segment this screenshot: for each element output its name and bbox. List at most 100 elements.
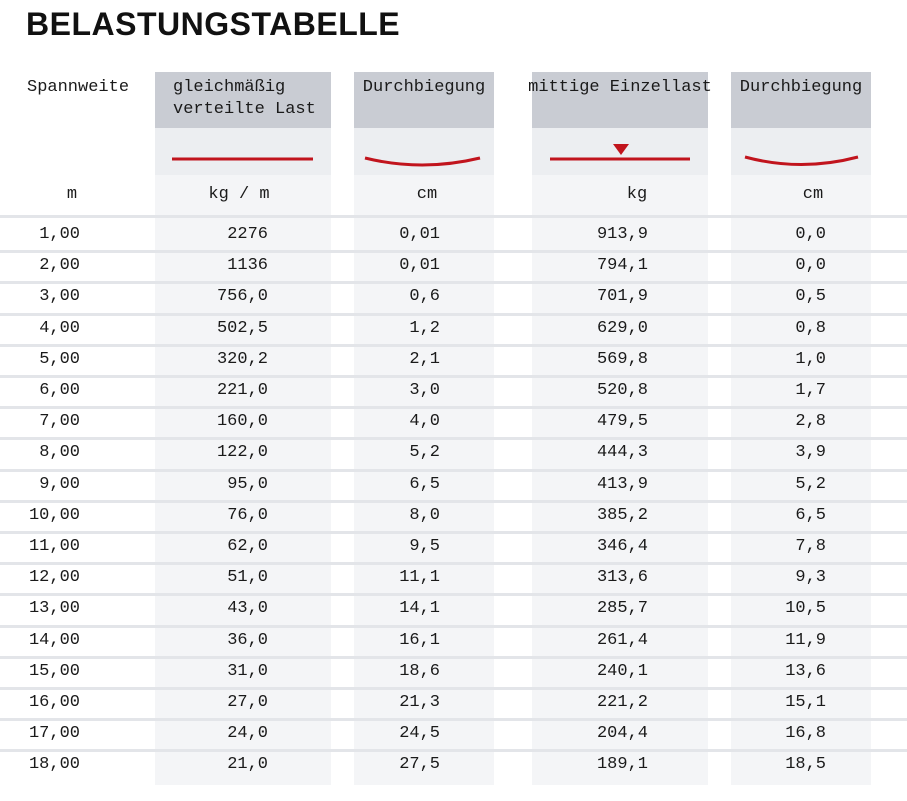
table-cell: 14,00 [28, 630, 80, 650]
table-cell: 4,00 [39, 318, 80, 338]
table-cell: 221,0 [216, 381, 268, 400]
table-cell: 0,6 [409, 287, 440, 307]
table-cell: 31,0 [227, 661, 268, 681]
column-header: verteilte Last [173, 100, 316, 119]
table-cell: 2276 [227, 225, 268, 244]
table-cell: 9,3 [795, 568, 826, 588]
icon-cell [532, 128, 708, 175]
table-cell: 7,00 [39, 412, 80, 432]
column-header: Spannweite [27, 78, 130, 97]
table-cell: 3,9 [795, 443, 826, 463]
table-cell: 13,00 [28, 599, 80, 619]
table-cell: 5,2 [409, 443, 440, 463]
table-cell: 261,4 [596, 630, 648, 650]
column-background [532, 175, 708, 785]
table-cell: 502,5 [216, 318, 268, 338]
table-cell: 12,00 [28, 568, 80, 588]
column-background [354, 175, 494, 785]
table-cell: 240,1 [596, 661, 648, 681]
header-cell [532, 72, 708, 128]
icon-cell [155, 128, 331, 175]
table-cell: 7,8 [795, 537, 826, 556]
table-cell: 10,5 [785, 599, 826, 619]
table-cell: 16,00 [28, 693, 80, 712]
table-cell: 13,6 [785, 661, 826, 681]
row-separator [0, 468, 907, 472]
table-cell: 346,4 [596, 537, 648, 556]
header-cell [155, 72, 331, 128]
table-cell: 17,00 [28, 724, 80, 744]
table-cell: 11,9 [785, 630, 826, 650]
table-cell: 189,1 [596, 755, 648, 775]
table-cell: 95,0 [227, 474, 268, 494]
table-cell: 43,0 [227, 599, 268, 619]
table-cell: 5,2 [795, 474, 826, 494]
table-cell: 0,01 [399, 256, 440, 276]
column-header: Durchbiegung [362, 78, 486, 97]
row-separator [0, 749, 907, 753]
table-cell: 1,7 [795, 381, 826, 400]
row-separator [0, 624, 907, 628]
table-cell: 11,00 [28, 537, 80, 556]
table-cell: 9,5 [409, 537, 440, 556]
row-separator [0, 250, 907, 254]
table-cell: 51,0 [227, 568, 268, 588]
table-cell: 27,5 [399, 755, 440, 775]
unit-label: cm [416, 185, 438, 204]
table-cell: 8,00 [39, 443, 80, 463]
table-cell: 160,0 [216, 412, 268, 432]
table-cell: 15,00 [28, 661, 80, 681]
table-cell: 3,0 [409, 381, 440, 400]
row-separator [0, 531, 907, 534]
table-cell: 413,9 [596, 474, 648, 494]
column-header: gleichmäßig [173, 78, 286, 97]
table-cell: 21,0 [227, 755, 268, 775]
table-cell: 385,2 [596, 505, 648, 525]
table-cell: 701,9 [596, 287, 648, 307]
unit-label: kg / m [208, 185, 270, 204]
table-cell: 5,00 [39, 349, 80, 369]
table-cell: 1,0 [795, 349, 826, 369]
unit-label: m [66, 185, 78, 204]
header-cell [354, 72, 494, 128]
table-cell: 520,8 [596, 381, 648, 400]
table-cell: 4,0 [409, 412, 440, 432]
table-cell: 1,2 [409, 318, 440, 338]
row-separator [0, 593, 907, 597]
table-cell: 16,8 [785, 724, 826, 744]
table-cell: 21,3 [399, 693, 440, 712]
row-separator [0, 437, 907, 441]
table-cell: 0,5 [795, 287, 826, 307]
row-separator [0, 406, 907, 410]
table-cell: 122,0 [216, 443, 268, 463]
column-header: Durchbiegung [739, 78, 863, 97]
table-cell: 76,0 [227, 505, 268, 525]
table-cell: 6,5 [795, 505, 826, 525]
row-separator [0, 312, 907, 316]
table-cell: 2,00 [39, 256, 80, 276]
table-cell: 221,2 [596, 693, 648, 712]
table-cell: 6,00 [39, 381, 80, 400]
row-separator [0, 718, 907, 722]
table-cell: 8,0 [409, 505, 440, 525]
row-separator [0, 499, 907, 503]
table-cell: 0,0 [795, 225, 826, 244]
column-background [731, 175, 871, 785]
table-cell: 285,7 [596, 599, 648, 619]
unit-label: cm [802, 185, 824, 204]
table-cell: 0,01 [399, 225, 440, 244]
table-cell: 0,8 [795, 318, 826, 338]
table-cell: 11,1 [399, 568, 440, 588]
table-cell: 0,0 [795, 256, 826, 276]
table-cell: 913,9 [596, 225, 648, 244]
icon-cell [354, 128, 494, 175]
row-separator [0, 375, 907, 378]
table-cell: 569,8 [596, 349, 648, 369]
table-cell: 62,0 [227, 537, 268, 556]
row-separator [0, 562, 907, 566]
header-cell [731, 72, 871, 128]
table-cell: 2,8 [795, 412, 826, 432]
table-cell: 1,00 [39, 225, 80, 244]
table-cell: 9,00 [39, 474, 80, 494]
